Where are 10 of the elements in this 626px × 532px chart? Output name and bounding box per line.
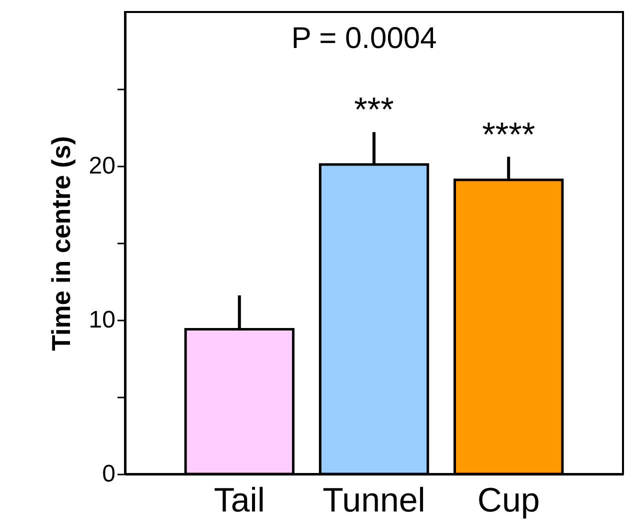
y-tick-label: 0 <box>102 460 116 488</box>
x-tick-label: Cup <box>477 482 540 520</box>
x-tick-label: Tail <box>214 482 265 520</box>
y-tick-label: 20 <box>88 152 116 180</box>
annotation: *** <box>354 91 394 130</box>
y-tick-label: 10 <box>88 306 116 334</box>
y-axis-title: Time in centre (s) <box>46 136 76 351</box>
annotation: **** <box>482 116 536 154</box>
x-tick-label: Tunnel <box>322 482 426 520</box>
annotation: P = 0.0004 <box>291 22 437 55</box>
